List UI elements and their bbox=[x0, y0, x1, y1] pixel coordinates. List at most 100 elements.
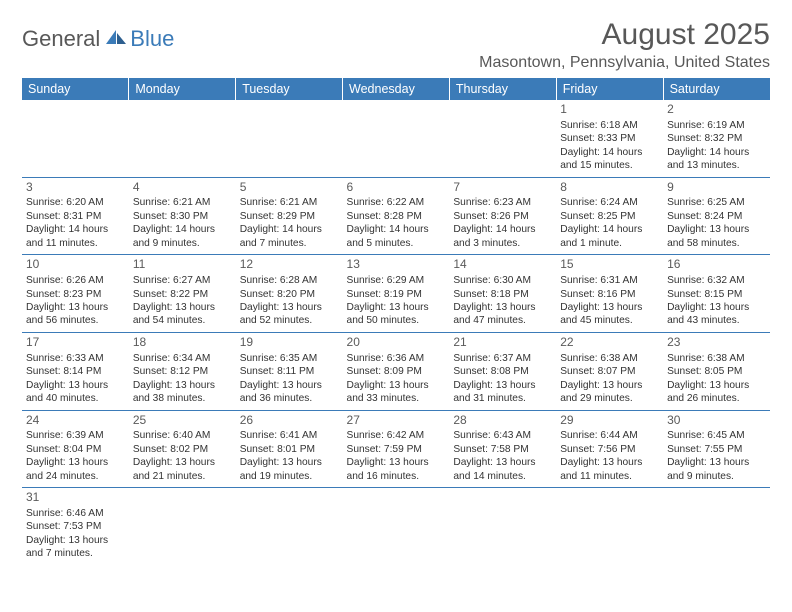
day-number: 2 bbox=[667, 102, 766, 118]
calendar-cell bbox=[236, 488, 343, 565]
calendar-cell bbox=[129, 100, 236, 177]
sunset-text: Sunset: 8:20 PM bbox=[240, 288, 339, 301]
calendar-cell bbox=[129, 488, 236, 565]
day-header: Saturday bbox=[663, 78, 770, 100]
logo-text-general: General bbox=[22, 26, 100, 52]
sunrise-text: Sunrise: 6:30 AM bbox=[453, 274, 552, 287]
day-number: 1 bbox=[560, 102, 659, 118]
sunrise-text: Sunrise: 6:35 AM bbox=[240, 352, 339, 365]
sunrise-text: Sunrise: 6:22 AM bbox=[347, 196, 446, 209]
day-number: 7 bbox=[453, 180, 552, 196]
header: General Blue August 2025 Masontown, Penn… bbox=[22, 18, 770, 72]
day-number: 4 bbox=[133, 180, 232, 196]
daylight-text: Daylight: 13 hours and 29 minutes. bbox=[560, 379, 659, 406]
day-number: 30 bbox=[667, 413, 766, 429]
sail-icon bbox=[104, 28, 128, 46]
day-number: 3 bbox=[26, 180, 125, 196]
calendar-cell bbox=[556, 488, 663, 565]
daylight-text: Daylight: 14 hours and 5 minutes. bbox=[347, 223, 446, 250]
sunset-text: Sunset: 8:05 PM bbox=[667, 365, 766, 378]
daylight-text: Daylight: 13 hours and 33 minutes. bbox=[347, 379, 446, 406]
daylight-text: Daylight: 13 hours and 14 minutes. bbox=[453, 456, 552, 483]
sunset-text: Sunset: 8:30 PM bbox=[133, 210, 232, 223]
daylight-text: Daylight: 13 hours and 43 minutes. bbox=[667, 301, 766, 328]
daylight-text: Daylight: 13 hours and 45 minutes. bbox=[560, 301, 659, 328]
daylight-text: Daylight: 13 hours and 31 minutes. bbox=[453, 379, 552, 406]
day-number: 15 bbox=[560, 257, 659, 273]
day-number: 5 bbox=[240, 180, 339, 196]
sunrise-text: Sunrise: 6:36 AM bbox=[347, 352, 446, 365]
day-number: 18 bbox=[133, 335, 232, 351]
sunrise-text: Sunrise: 6:45 AM bbox=[667, 429, 766, 442]
calendar-cell bbox=[236, 100, 343, 177]
calendar-cell: 30Sunrise: 6:45 AMSunset: 7:55 PMDayligh… bbox=[663, 410, 770, 488]
logo: General Blue bbox=[22, 26, 174, 52]
sunrise-text: Sunrise: 6:37 AM bbox=[453, 352, 552, 365]
sunrise-text: Sunrise: 6:29 AM bbox=[347, 274, 446, 287]
calendar-cell bbox=[22, 100, 129, 177]
sunrise-text: Sunrise: 6:24 AM bbox=[560, 196, 659, 209]
sunset-text: Sunset: 8:33 PM bbox=[560, 132, 659, 145]
sunset-text: Sunset: 8:25 PM bbox=[560, 210, 659, 223]
calendar-cell: 2Sunrise: 6:19 AMSunset: 8:32 PMDaylight… bbox=[663, 100, 770, 177]
title-block: August 2025 Masontown, Pennsylvania, Uni… bbox=[479, 18, 770, 72]
day-number: 9 bbox=[667, 180, 766, 196]
sunset-text: Sunset: 8:16 PM bbox=[560, 288, 659, 301]
sunset-text: Sunset: 7:53 PM bbox=[26, 520, 125, 533]
sunset-text: Sunset: 8:29 PM bbox=[240, 210, 339, 223]
calendar-cell: 17Sunrise: 6:33 AMSunset: 8:14 PMDayligh… bbox=[22, 332, 129, 410]
calendar-cell: 4Sunrise: 6:21 AMSunset: 8:30 PMDaylight… bbox=[129, 177, 236, 255]
calendar-cell: 9Sunrise: 6:25 AMSunset: 8:24 PMDaylight… bbox=[663, 177, 770, 255]
calendar-cell: 19Sunrise: 6:35 AMSunset: 8:11 PMDayligh… bbox=[236, 332, 343, 410]
day-header: Wednesday bbox=[343, 78, 450, 100]
sunset-text: Sunset: 8:08 PM bbox=[453, 365, 552, 378]
day-number: 29 bbox=[560, 413, 659, 429]
daylight-text: Daylight: 13 hours and 26 minutes. bbox=[667, 379, 766, 406]
calendar-cell: 20Sunrise: 6:36 AMSunset: 8:09 PMDayligh… bbox=[343, 332, 450, 410]
calendar-row: 31Sunrise: 6:46 AMSunset: 7:53 PMDayligh… bbox=[22, 488, 770, 565]
calendar-row: 3Sunrise: 6:20 AMSunset: 8:31 PMDaylight… bbox=[22, 177, 770, 255]
daylight-text: Daylight: 13 hours and 24 minutes. bbox=[26, 456, 125, 483]
calendar-cell bbox=[449, 100, 556, 177]
logo-text-blue: Blue bbox=[130, 26, 174, 52]
day-header: Thursday bbox=[449, 78, 556, 100]
sunset-text: Sunset: 8:23 PM bbox=[26, 288, 125, 301]
day-number: 22 bbox=[560, 335, 659, 351]
sunset-text: Sunset: 8:07 PM bbox=[560, 365, 659, 378]
daylight-text: Daylight: 13 hours and 50 minutes. bbox=[347, 301, 446, 328]
sunset-text: Sunset: 8:04 PM bbox=[26, 443, 125, 456]
calendar-cell: 25Sunrise: 6:40 AMSunset: 8:02 PMDayligh… bbox=[129, 410, 236, 488]
calendar-cell: 29Sunrise: 6:44 AMSunset: 7:56 PMDayligh… bbox=[556, 410, 663, 488]
sunrise-text: Sunrise: 6:21 AM bbox=[240, 196, 339, 209]
calendar-cell: 23Sunrise: 6:38 AMSunset: 8:05 PMDayligh… bbox=[663, 332, 770, 410]
daylight-text: Daylight: 13 hours and 56 minutes. bbox=[26, 301, 125, 328]
calendar-cell: 15Sunrise: 6:31 AMSunset: 8:16 PMDayligh… bbox=[556, 255, 663, 333]
sunrise-text: Sunrise: 6:39 AM bbox=[26, 429, 125, 442]
calendar-cell: 10Sunrise: 6:26 AMSunset: 8:23 PMDayligh… bbox=[22, 255, 129, 333]
day-number: 16 bbox=[667, 257, 766, 273]
sunset-text: Sunset: 8:11 PM bbox=[240, 365, 339, 378]
sunset-text: Sunset: 8:32 PM bbox=[667, 132, 766, 145]
daylight-text: Daylight: 14 hours and 15 minutes. bbox=[560, 146, 659, 173]
daylight-text: Daylight: 13 hours and 16 minutes. bbox=[347, 456, 446, 483]
daylight-text: Daylight: 13 hours and 19 minutes. bbox=[240, 456, 339, 483]
day-number: 27 bbox=[347, 413, 446, 429]
calendar-cell: 26Sunrise: 6:41 AMSunset: 8:01 PMDayligh… bbox=[236, 410, 343, 488]
sunrise-text: Sunrise: 6:28 AM bbox=[240, 274, 339, 287]
daylight-text: Daylight: 13 hours and 40 minutes. bbox=[26, 379, 125, 406]
daylight-text: Daylight: 13 hours and 38 minutes. bbox=[133, 379, 232, 406]
calendar-cell: 13Sunrise: 6:29 AMSunset: 8:19 PMDayligh… bbox=[343, 255, 450, 333]
day-number: 19 bbox=[240, 335, 339, 351]
sunset-text: Sunset: 8:19 PM bbox=[347, 288, 446, 301]
sunrise-text: Sunrise: 6:34 AM bbox=[133, 352, 232, 365]
calendar-row: 24Sunrise: 6:39 AMSunset: 8:04 PMDayligh… bbox=[22, 410, 770, 488]
calendar-cell: 14Sunrise: 6:30 AMSunset: 8:18 PMDayligh… bbox=[449, 255, 556, 333]
daylight-text: Daylight: 13 hours and 7 minutes. bbox=[26, 534, 125, 561]
sunset-text: Sunset: 8:31 PM bbox=[26, 210, 125, 223]
sunset-text: Sunset: 8:24 PM bbox=[667, 210, 766, 223]
day-number: 28 bbox=[453, 413, 552, 429]
day-number: 20 bbox=[347, 335, 446, 351]
sunset-text: Sunset: 8:28 PM bbox=[347, 210, 446, 223]
sunset-text: Sunset: 8:15 PM bbox=[667, 288, 766, 301]
calendar-cell: 7Sunrise: 6:23 AMSunset: 8:26 PMDaylight… bbox=[449, 177, 556, 255]
